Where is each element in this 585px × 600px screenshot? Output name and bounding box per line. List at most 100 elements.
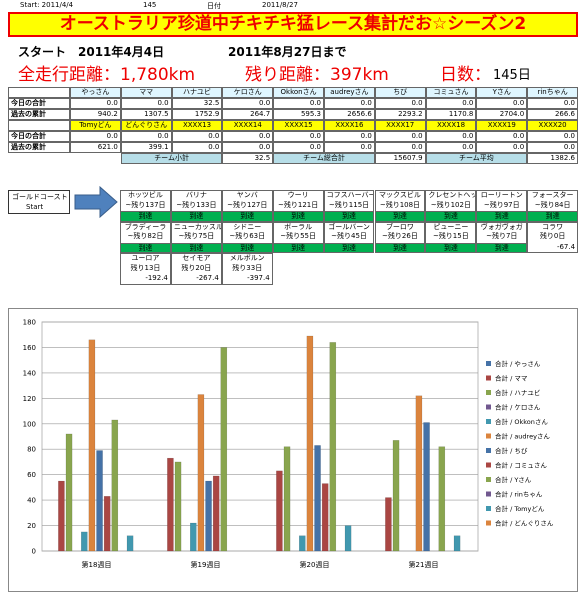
bar <box>96 450 103 552</box>
stop-remaining: ~残り121日 <box>272 200 324 211</box>
column-header: XXXX18 <box>425 120 477 131</box>
stop-remaining: ~残り97日 <box>476 200 528 211</box>
stop-name: ブラディーラ <box>120 221 171 232</box>
column-header: XXXX20 <box>527 120 578 131</box>
stop-remaining: ~残り7日 <box>476 232 528 243</box>
column-header: Yさん <box>476 87 528 98</box>
arrow <box>74 186 118 218</box>
start-date: Start: 2011/4/4 <box>20 1 74 9</box>
stop-remaining: 残り0日 <box>527 232 579 243</box>
x-tick-label: 第19週目 <box>191 560 221 569</box>
arrow-shape <box>74 186 118 218</box>
route-start-text: Start <box>26 203 44 211</box>
cell: 0.0 <box>425 142 477 153</box>
total-distance: 全走行距離：1,780km <box>18 65 196 85</box>
cell: 0.0 <box>527 131 578 142</box>
legend-label: 合計 / コミュさん <box>495 461 547 470</box>
row-label: 今日の合計 <box>8 131 70 142</box>
stop-remaining: ~残り15日 <box>425 232 477 243</box>
legend-label: 合計 / rinちゃん <box>495 490 543 499</box>
bar <box>126 535 134 552</box>
y-tick-label: 40 <box>27 497 36 505</box>
legend-swatch <box>486 491 491 497</box>
column-header: ちび <box>374 87 426 98</box>
stop-remaining: ~残り55日 <box>272 232 324 243</box>
stop-remaining: ~残り45日 <box>323 232 375 243</box>
header-blank <box>8 120 70 131</box>
bar <box>385 497 392 552</box>
title: オーストラリア珍道中チキチキ猛レース集計だお☆シーズン2 <box>8 12 578 37</box>
bar <box>197 394 205 552</box>
column-header: XXXX14 <box>222 120 274 131</box>
date-label: 日付 <box>207 2 221 10</box>
stop-name: シドニー <box>221 221 273 232</box>
stop-status: 到達 <box>221 211 273 222</box>
stop-remaining: ~残り115日 <box>323 200 375 211</box>
column-header: ママ <box>120 87 172 98</box>
route-start: ゴールドコースト Start <box>8 190 70 214</box>
legend-label: 合計 / audreyさん <box>495 432 550 441</box>
stop-status: 到達 <box>374 211 426 222</box>
stop-name: マックスビル <box>374 190 426 201</box>
cell: 0.0 <box>273 98 324 109</box>
bar <box>392 440 400 552</box>
cell: 0.0 <box>171 142 223 153</box>
stop-name: ヤンバ <box>221 190 273 201</box>
y-tick-label: 120 <box>23 395 36 403</box>
remaining-distance: 残り距離：397km <box>245 65 389 85</box>
stop-balance: -192.4 <box>120 274 171 285</box>
y-tick-label: 180 <box>23 319 36 327</box>
x-tick-label: 第20週目 <box>300 560 330 569</box>
legend-label: 合計 / ハナユビ <box>495 388 540 397</box>
legend-label: 合計 / Okkonさん <box>495 417 548 426</box>
chart: 0 20 40 60 80 100 120 140 160 180 第18週目 第19週目 第20週目 第… <box>8 308 578 592</box>
cell: 266.6 <box>527 109 578 120</box>
stop-remaining: ~残り137日 <box>120 200 171 211</box>
cell: 32.5 <box>171 98 223 109</box>
y-tick-label: 20 <box>27 522 36 530</box>
stop-remaining: ~残り26日 <box>374 232 426 243</box>
bar <box>329 342 337 552</box>
cell: 0.0 <box>222 131 274 142</box>
cell: 2704.0 <box>476 109 528 120</box>
bar <box>344 525 352 552</box>
cell: 0.0 <box>70 98 121 109</box>
stop-status: 到達 <box>272 211 324 222</box>
stop-name: ヴォガヴォガ <box>476 221 528 232</box>
start-line: スタート 2011年4月4日 <box>18 45 165 59</box>
legend-swatch <box>486 419 491 424</box>
footer-label: チーム総合計 <box>273 153 375 164</box>
stop-status: 到達 <box>120 242 171 253</box>
until-line: 2011年8月27日まで <box>228 45 347 59</box>
cell: 0.0 <box>171 131 223 142</box>
y-tick-label: 140 <box>23 369 36 377</box>
y-tick-label: 60 <box>27 471 36 479</box>
stop-name: セイモア <box>170 253 222 264</box>
footer-value: 15607.9 <box>374 153 426 164</box>
stop-name: ゴールバーン <box>323 221 375 232</box>
stop-name: メルボルン <box>221 253 273 264</box>
stop-status: 到達 <box>170 211 222 222</box>
cell: 0.0 <box>273 142 324 153</box>
bar <box>88 339 96 552</box>
bar <box>81 531 88 552</box>
cell: 0.0 <box>476 98 528 109</box>
stop-balance: -67.4 <box>527 242 579 253</box>
stop-status: 到達 <box>170 242 222 253</box>
bar <box>438 446 446 552</box>
cell: 0.0 <box>120 131 172 142</box>
y-tick-label: 0 <box>32 548 36 556</box>
column-header: XXXX19 <box>476 120 528 131</box>
stop-remaining: ~残り102日 <box>425 200 477 211</box>
legend-label: 合計 / ママ <box>495 374 528 383</box>
cell: 0.0 <box>374 98 426 109</box>
stop-status: 到達 <box>476 211 528 222</box>
cell: 0.0 <box>222 98 274 109</box>
footer-label: チーム小計 <box>120 153 223 164</box>
date: 2011/8/27 <box>262 1 298 9</box>
cell: 0.0 <box>324 142 375 153</box>
bar <box>167 457 174 552</box>
cell: 0.0 <box>476 131 528 142</box>
cell: 940.2 <box>70 109 121 120</box>
